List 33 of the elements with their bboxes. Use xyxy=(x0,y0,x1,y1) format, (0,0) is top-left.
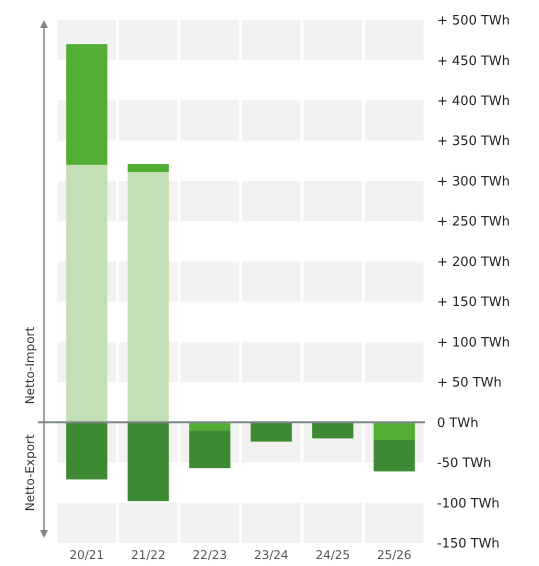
x-tick-label: 25/26 xyxy=(376,548,412,562)
y-tick-label: -100 TWh xyxy=(437,496,500,512)
y-tick-label: + 450 TWh xyxy=(437,54,510,69)
bar xyxy=(128,172,169,422)
y-tick-label: + 200 TWh xyxy=(437,254,510,270)
x-tick-label: 24/25 xyxy=(315,548,350,562)
y-tick-label: + 350 TWh xyxy=(437,134,510,150)
text: Netto-Export xyxy=(23,434,38,512)
bar xyxy=(374,440,415,472)
bar xyxy=(66,164,108,422)
y-tick-label: -50 TWh xyxy=(437,456,492,472)
text: Netto-Import xyxy=(23,326,38,404)
x-tick-label: 20/21 xyxy=(69,548,104,562)
bar xyxy=(128,164,169,172)
bar xyxy=(66,422,108,480)
y-tick-label: + 150 TWh xyxy=(437,295,510,310)
y-tick-label: + 300 TWh xyxy=(437,174,510,190)
x-tick-label: 22/23 xyxy=(192,548,228,562)
y-tick-label: -150 TWh xyxy=(437,536,500,552)
y-tick-label: + 400 TWh xyxy=(437,94,510,110)
bar xyxy=(128,422,169,502)
y-tick-label: + 500 TWh xyxy=(437,14,510,29)
bar xyxy=(66,44,108,165)
y-tick-label: 0 TWh xyxy=(437,416,478,431)
bar xyxy=(312,422,354,438)
y-tick-label: + 50 TWh xyxy=(437,376,502,391)
y-tick-label: + 250 TWh xyxy=(437,214,510,230)
bar xyxy=(374,422,415,440)
bar xyxy=(189,430,230,468)
x-tick-label: 23/24 xyxy=(254,548,289,562)
bar xyxy=(250,422,292,442)
x-tick-label: 21/22 xyxy=(130,548,166,562)
y-tick-label: + 100 TWh xyxy=(437,335,510,350)
